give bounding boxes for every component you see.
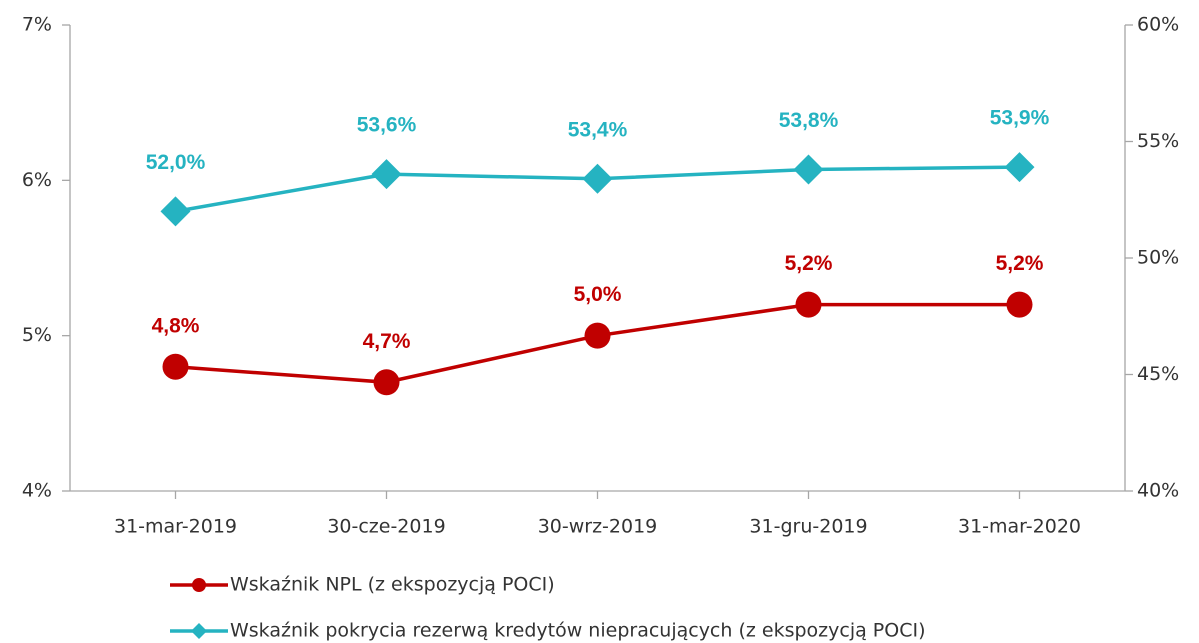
legend-label: Wskaźnik NPL (z ekspozycją POCI)	[230, 574, 555, 596]
data-label: 4,7%	[363, 330, 411, 353]
y-tick-label: 4%	[22, 480, 52, 502]
data-point	[373, 369, 400, 396]
data-label: 4,8%	[152, 314, 200, 337]
y2-tick-label: 55%	[1137, 130, 1179, 152]
y-tick-label: 7%	[22, 14, 52, 36]
data-point	[584, 322, 611, 349]
y-tick-label: 6%	[22, 169, 52, 191]
y2-tick-label: 50%	[1137, 247, 1179, 269]
x-tick-label: 30-wrz-2019	[538, 516, 658, 538]
data-label: 53,4%	[568, 118, 628, 141]
y-tick-label: 5%	[22, 324, 52, 346]
data-point	[582, 163, 613, 194]
x-tick-label: 31-mar-2020	[958, 516, 1081, 538]
data-point	[160, 196, 191, 227]
y2-tick-label: 60%	[1137, 14, 1179, 36]
data-label: 53,6%	[357, 114, 417, 137]
data-label: 5,0%	[574, 283, 622, 306]
x-tick-label: 31-gru-2019	[749, 516, 867, 538]
data-point	[371, 159, 402, 190]
data-point	[793, 154, 824, 185]
data-label: 5,2%	[785, 252, 833, 275]
data-point	[1004, 152, 1035, 183]
y2-tick-label: 40%	[1137, 480, 1179, 502]
legend-label: Wskaźnik pokrycia rezerwą kredytów niepr…	[230, 620, 926, 642]
data-label: 53,9%	[990, 107, 1050, 130]
data-label: 53,8%	[779, 109, 839, 132]
legend-marker	[192, 578, 206, 592]
data-label: 5,2%	[996, 252, 1044, 275]
y2-tick-label: 45%	[1137, 363, 1179, 385]
data-point	[795, 291, 822, 318]
data-label: 52,0%	[146, 151, 206, 174]
data-point	[1006, 291, 1033, 318]
data-point	[162, 353, 189, 380]
legend-marker	[191, 623, 207, 639]
x-tick-label: 30-cze-2019	[327, 516, 445, 538]
x-tick-label: 31-mar-2019	[114, 516, 237, 538]
